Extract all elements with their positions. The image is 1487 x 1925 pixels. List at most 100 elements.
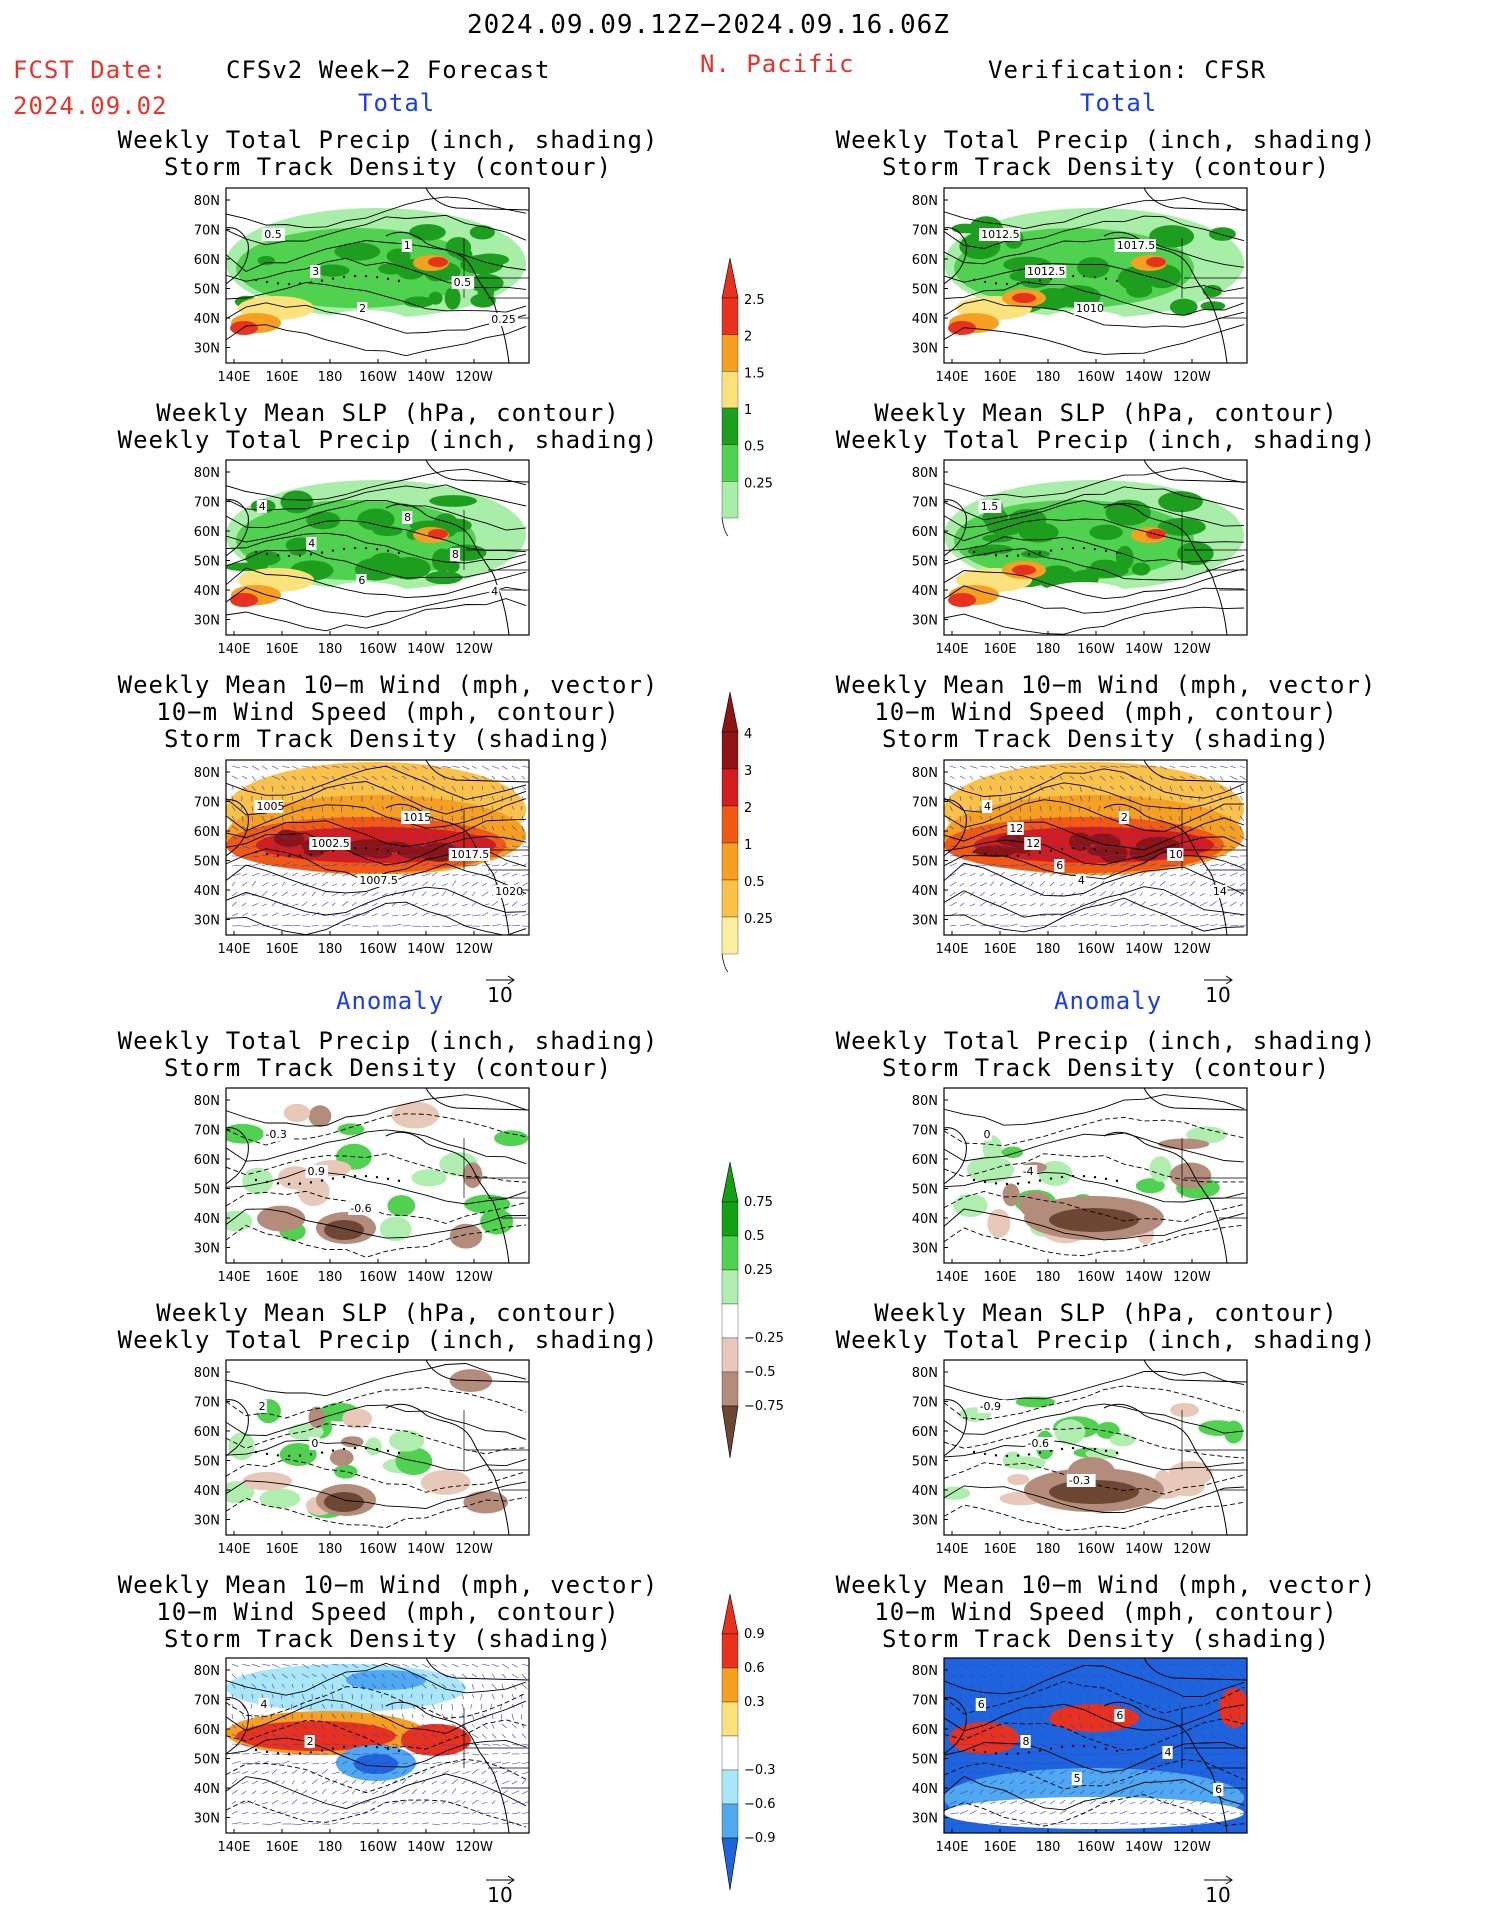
wind-vector [1099, 1683, 1103, 1690]
wind-vector [351, 815, 356, 821]
island-dot [276, 1752, 280, 1755]
wind-vector [401, 765, 410, 771]
wind-vector [1109, 1733, 1117, 1738]
coastline [944, 799, 967, 857]
wind-vector [401, 1743, 410, 1747]
precip-anom-shade [449, 1223, 483, 1249]
wind-vector [949, 765, 957, 769]
precip-anom-shade [340, 1436, 364, 1448]
colorbar-label: −0.6 [744, 1797, 776, 1812]
contour-label-bg [304, 1735, 315, 1748]
island-dot [375, 1175, 379, 1179]
lat-tick-label: 40N [912, 884, 938, 899]
wind-vector [471, 1683, 475, 1690]
lon-tick-label: 160W [1077, 1542, 1115, 1557]
wind-vector [471, 1673, 478, 1678]
contour-label-bg [402, 511, 413, 524]
wind-vector [521, 1779, 526, 1785]
colorbar-precip-anomaly: 0.750.50.25−0.25−0.5−0.75 [721, 1161, 784, 1459]
wind-vector [979, 825, 985, 831]
wind-vector [1119, 1781, 1126, 1785]
wind-vector [1229, 1673, 1236, 1680]
contour-line [944, 768, 1245, 799]
contour-label-bg [357, 874, 399, 887]
wind-vector [321, 775, 329, 780]
wind-vector [241, 1663, 250, 1667]
island-dot [254, 850, 258, 854]
lat-tick-label: 50N [912, 283, 938, 298]
wind-vector [1189, 873, 1197, 877]
wind-vector [1069, 1822, 1077, 1825]
lon-tick-label: 160E [983, 942, 1016, 957]
lat-tick-label: 60N [912, 525, 938, 540]
wind-vector [421, 1743, 429, 1747]
lat-tick-label: 50N [194, 1455, 220, 1470]
wind-vector [1159, 1799, 1168, 1805]
contour-line [944, 548, 1245, 581]
lat-tick-label: 40N [194, 584, 220, 599]
precip-shade [948, 593, 976, 607]
wind-vector [1069, 1753, 1078, 1755]
wind-vector [1099, 795, 1102, 801]
wind-vector [351, 854, 362, 857]
wind-vector [251, 924, 260, 927]
wind-vector [271, 901, 277, 907]
wind-vector [291, 1733, 299, 1738]
wind-vector [949, 845, 958, 848]
contour-label-bg [1166, 848, 1184, 861]
wind-vector [1239, 795, 1244, 801]
wind-vector [441, 1822, 449, 1825]
island-dot [1115, 1451, 1119, 1455]
wind-vector [1159, 765, 1167, 770]
island-dot [276, 554, 280, 557]
wind-vector [421, 1811, 428, 1815]
wind-vector [1209, 1812, 1216, 1815]
wind-vector [1219, 1723, 1223, 1729]
wind-vector [1149, 1663, 1157, 1667]
wind-vector [1139, 1753, 1148, 1755]
wind-vector [501, 1770, 510, 1775]
island-dot [342, 1745, 346, 1749]
wind-vector [401, 825, 406, 832]
colorbar-label: 0.6 [744, 1661, 765, 1676]
panel-title-line: Weekly Mean SLP (hPa, contour) [874, 399, 1338, 427]
panel-title-line: Storm Track Density (shading) [881, 1625, 1331, 1653]
island-dot [309, 1751, 313, 1754]
island-dot [265, 1180, 269, 1184]
wind-vector [949, 1800, 957, 1805]
wind-vector [491, 775, 495, 780]
negative-contour [226, 1113, 527, 1146]
colorbar-label: 0.9 [744, 1627, 765, 1642]
wind-vector [1079, 845, 1089, 849]
wind-vector [1229, 872, 1238, 877]
colorbar-end [721, 953, 729, 973]
wind-vector [461, 775, 470, 781]
lat-tick-label: 30N [912, 1812, 938, 1827]
wind-vector [999, 1743, 1010, 1746]
wind-vector [1199, 1723, 1204, 1730]
wind-vector [361, 1743, 369, 1747]
wind-vector [979, 835, 988, 841]
wind-vector [1049, 815, 1052, 821]
island-dot [1093, 1447, 1097, 1451]
wind-vector [521, 775, 526, 780]
wind-vector [1009, 1763, 1019, 1765]
wind-vector [999, 865, 1009, 867]
wind-vector [1129, 1761, 1137, 1765]
precip-anom-shade [463, 1490, 508, 1514]
wind-vector [391, 1673, 398, 1678]
wind-vector [1089, 893, 1096, 897]
lat-tick-label: 80N [912, 1366, 938, 1381]
precip-clear [316, 310, 416, 346]
wind-vector [1089, 1770, 1095, 1775]
wind-vector [1169, 914, 1178, 917]
panel-title-line: Storm Track Density (shading) [163, 1625, 613, 1653]
island-dot [320, 1179, 324, 1182]
wind-vector [999, 1769, 1005, 1775]
island-dot [994, 854, 998, 857]
wind-vector [311, 1801, 317, 1805]
map-panel-2: 1012.51012.510101017.580N70N60N50N40N30N… [912, 187, 1248, 385]
wind-vector [959, 1663, 966, 1668]
